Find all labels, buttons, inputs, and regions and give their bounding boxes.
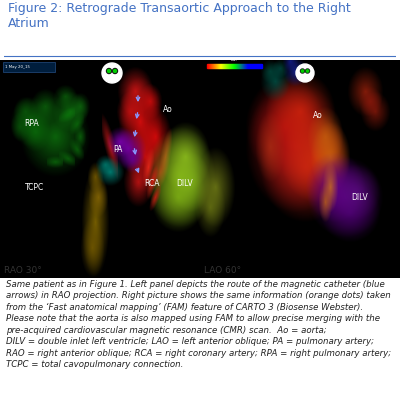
Circle shape <box>108 70 110 72</box>
Bar <box>254 64 255 68</box>
Circle shape <box>296 64 314 82</box>
Bar <box>260 64 261 68</box>
Bar <box>237 64 238 68</box>
Circle shape <box>114 70 116 72</box>
Circle shape <box>306 69 310 73</box>
Bar <box>211 64 212 68</box>
Text: TCPC: TCPC <box>25 184 45 192</box>
Text: LAT: LAT <box>231 58 238 62</box>
Bar <box>235 64 236 68</box>
Bar <box>239 64 240 68</box>
Bar <box>220 64 221 68</box>
Bar <box>234 64 235 68</box>
Bar <box>229 64 230 68</box>
Bar <box>218 64 219 68</box>
Bar <box>221 64 222 68</box>
Bar <box>219 64 220 68</box>
Circle shape <box>106 68 112 74</box>
Bar <box>238 64 239 68</box>
Text: 1 May 20_15: 1 May 20_15 <box>5 65 30 69</box>
Text: DILV: DILV <box>177 178 193 188</box>
Circle shape <box>301 70 304 72</box>
Bar <box>215 64 216 68</box>
Bar <box>223 64 224 68</box>
Bar <box>248 64 249 68</box>
Bar <box>240 64 241 68</box>
Bar <box>246 64 247 68</box>
Bar <box>228 64 229 68</box>
Bar <box>261 64 262 68</box>
Bar <box>208 64 209 68</box>
Bar <box>255 64 256 68</box>
Bar <box>259 64 260 68</box>
Bar <box>252 64 253 68</box>
Bar <box>207 64 208 68</box>
Bar <box>247 64 248 68</box>
Bar <box>233 64 234 68</box>
Bar <box>216 64 217 68</box>
Text: Ao: Ao <box>163 106 173 114</box>
Bar <box>212 64 213 68</box>
Bar <box>210 64 211 68</box>
Bar <box>256 64 257 68</box>
Bar <box>232 64 233 68</box>
Text: Figure 2: Retrograde Transaortic Approach to the Right
Atrium: Figure 2: Retrograde Transaortic Approac… <box>8 2 351 30</box>
Bar <box>258 64 259 68</box>
Bar <box>222 64 223 68</box>
Text: LAO 60°: LAO 60° <box>204 266 241 275</box>
Bar <box>257 64 258 68</box>
Bar <box>214 64 215 68</box>
Circle shape <box>300 69 304 73</box>
Bar <box>250 64 251 68</box>
Text: RAO 30°: RAO 30° <box>4 266 42 275</box>
Text: Same patient as in Figure 1. Left panel depicts the route of the magnetic cathet: Same patient as in Figure 1. Left panel … <box>6 280 391 369</box>
Bar <box>244 64 245 68</box>
Circle shape <box>112 68 118 74</box>
FancyBboxPatch shape <box>3 62 55 72</box>
Bar <box>209 64 210 68</box>
Text: PA: PA <box>113 146 123 154</box>
Bar <box>245 64 246 68</box>
Text: DILV: DILV <box>352 194 368 202</box>
Bar <box>224 64 225 68</box>
Bar <box>217 64 218 68</box>
Bar <box>225 64 226 68</box>
Bar <box>241 64 242 68</box>
Bar <box>230 64 231 68</box>
Bar <box>236 64 237 68</box>
Bar <box>253 64 254 68</box>
Circle shape <box>102 63 122 83</box>
Bar <box>231 64 232 68</box>
Bar <box>242 64 243 68</box>
Text: RCA: RCA <box>144 178 160 188</box>
Bar <box>243 64 244 68</box>
Bar <box>226 64 227 68</box>
Bar <box>213 64 214 68</box>
Text: Ao: Ao <box>313 112 323 120</box>
Bar <box>251 64 252 68</box>
Bar <box>227 64 228 68</box>
Circle shape <box>306 70 309 72</box>
Bar <box>249 64 250 68</box>
Text: RPA: RPA <box>25 118 39 128</box>
